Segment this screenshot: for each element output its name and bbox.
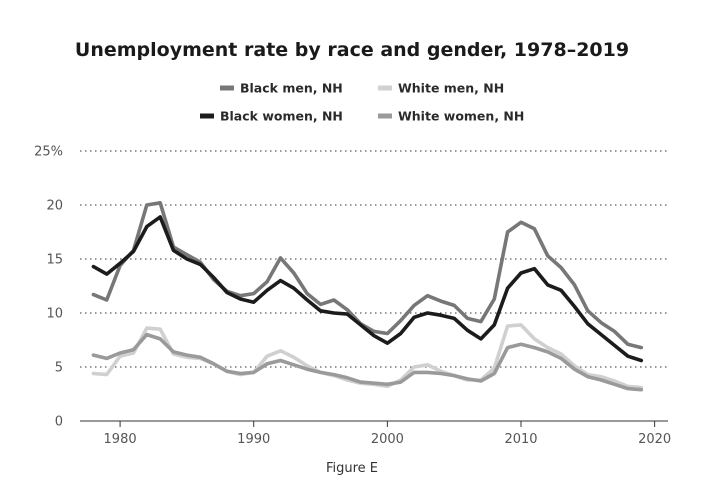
y-axis-ticks: 0 5 10 15 20 25% — [34, 145, 63, 430]
legend-item-white-women: White women, NH — [378, 109, 524, 124]
x-tick-label-1990: 1990 — [237, 432, 270, 447]
legend-item-white-men: White men, NH — [378, 81, 504, 96]
x-tick-label-2020: 2020 — [638, 432, 671, 447]
legend-label-white-women: White women, NH — [398, 109, 524, 124]
series-line-black-men-nh — [91, 201, 644, 350]
y-tick-label-20: 20 — [46, 199, 63, 214]
x-tick-label-1980: 1980 — [104, 432, 137, 447]
legend-item-black-men: Black men, NH — [220, 81, 343, 96]
figure-caption: Figure E — [326, 461, 378, 476]
legend-item-black-women: Black women, NH — [200, 109, 343, 124]
legend-label-black-women: Black women, NH — [220, 109, 343, 124]
series-lines — [91, 201, 644, 392]
x-axis-ticks: 1980 1990 2000 2010 2020 — [104, 421, 671, 447]
y-tick-label-10: 10 — [46, 307, 63, 322]
series-line-white-women-nh — [91, 332, 644, 392]
y-tick-label-25: 25% — [34, 145, 63, 160]
legend-label-white-men: White men, NH — [398, 81, 504, 96]
chart-title: Unemployment rate by race and gender, 19… — [75, 39, 629, 61]
series-line-black-women-nh — [91, 215, 644, 363]
legend: Black men, NH White men, NH Black women,… — [200, 81, 524, 124]
legend-label-black-men: Black men, NH — [240, 81, 343, 96]
gridlines — [80, 150, 668, 422]
x-tick-label-2000: 2000 — [371, 432, 404, 447]
x-tick-label-2010: 2010 — [504, 432, 537, 447]
y-tick-label-0: 0 — [55, 415, 63, 430]
y-tick-label-15: 15 — [46, 253, 63, 268]
y-tick-label-5: 5 — [55, 361, 63, 376]
